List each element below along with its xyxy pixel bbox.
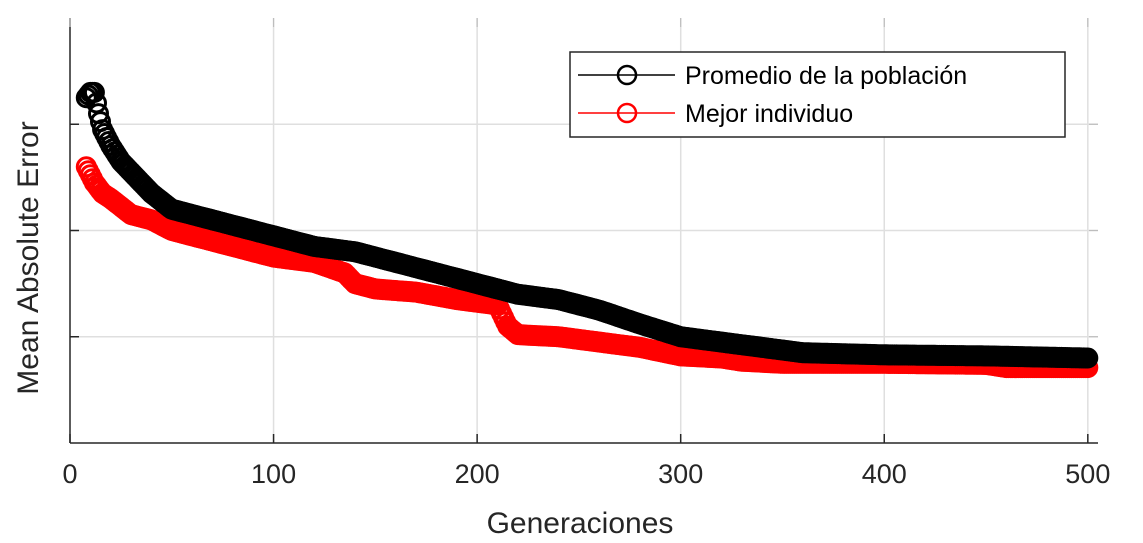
x-axis-title: Generaciones [487, 507, 674, 540]
data-point [1077, 347, 1099, 369]
x-tick-label: 500 [1065, 459, 1110, 489]
legend-label: Mejor individuo [685, 100, 853, 128]
legend-label: Promedio de la población [685, 62, 967, 90]
plot-area [75, 81, 1099, 379]
axes [69, 18, 1098, 444]
tick-labels: 0 100 200 300 400 500 [62, 459, 1110, 489]
x-tick-label: 400 [862, 459, 907, 489]
legend-marker [616, 64, 638, 86]
x-tick-label: 0 [62, 459, 77, 489]
legend-box [569, 51, 1066, 138]
x-tick-label: 200 [455, 459, 500, 489]
x-tick-label: 100 [251, 459, 296, 489]
x-tick-label: 300 [658, 459, 703, 489]
series-promedio [75, 81, 1099, 369]
legend: Promedio de la población Mejor individuo [569, 51, 1066, 138]
y-axis-title: Mean Absolute Error [12, 121, 45, 394]
series-mejor [75, 156, 1099, 379]
data-point [83, 81, 105, 103]
legend-marker [616, 102, 638, 124]
